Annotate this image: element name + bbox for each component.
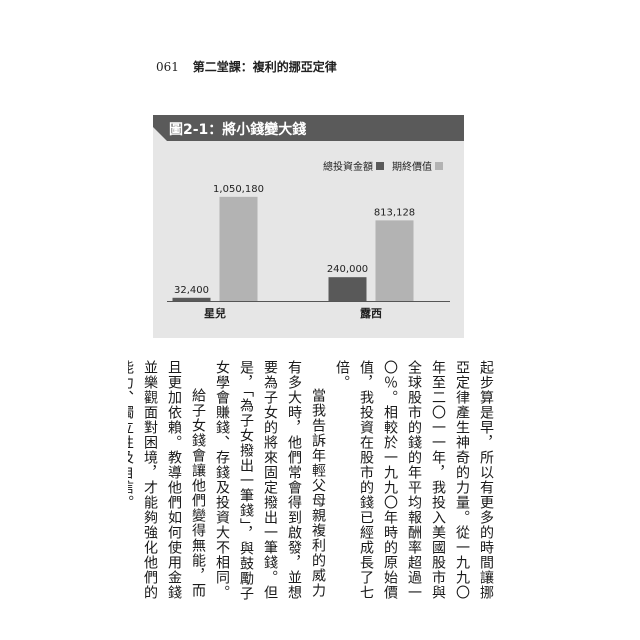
bar-total-1 — [328, 277, 367, 301]
category-label-0: 星兒 — [204, 306, 226, 320]
data-label-1-0: 240,000 — [327, 264, 368, 275]
running-head: 061 第二堂課：複利的挪亞定律 — [156, 58, 337, 75]
bar-chart: 32,400 1,050,180 星兒 240,000 813,128 露西 — [167, 184, 450, 320]
figure-header-bar — [153, 115, 464, 141]
legend-label-total: 總投資金額 — [323, 162, 373, 173]
bar-final-0 — [219, 196, 258, 301]
bar-total-0 — [172, 297, 211, 301]
paragraph-2: 當我告訴年輕父母親複利的威力有多大時，他們常會得到啟發，並想要為子女的將來固定撥… — [214, 360, 326, 601]
paragraph-3: 給子女錢會讓他們變得無能，而且更加依賴。教導他們如何使用金錢並樂觀面對困境，才能… — [128, 360, 206, 600]
figure-2-1: 圖2-1：將小錢變大錢 總投資金額 期終價值 32,400 1,050,180 星兒… — [153, 115, 464, 338]
page-number: 061 — [156, 60, 179, 74]
category-label-1: 露西 — [360, 307, 382, 320]
figure-title: 圖2-1：將小錢變大錢 — [169, 122, 307, 138]
running-title: 第二堂課：複利的挪亞定律 — [192, 60, 337, 74]
legend-item-final: 期終價值 — [392, 158, 443, 173]
body-text: 起步算是早，所以有更多的時間讓挪亞定律產生神奇的力量。從一九九〇年至二〇一一年，… — [128, 360, 498, 610]
data-label-0-0: 32,400 — [174, 285, 209, 296]
legend-swatch-total — [376, 161, 384, 170]
data-label-1-1: 813,128 — [374, 207, 415, 218]
legend-swatch-final — [435, 161, 443, 170]
legend-label-final: 期終價值 — [392, 162, 432, 173]
chart-legend: 總投資金額 期終價值 — [323, 158, 451, 173]
data-label-0-1: 1,050,180 — [213, 184, 264, 195]
bar-final-1 — [375, 220, 414, 301]
legend-item-total: 總投資金額 — [323, 158, 384, 173]
paragraph-1: 起步算是早，所以有更多的時間讓挪亞定律產生神奇的力量。從一九九〇年至二〇一一年，… — [334, 360, 494, 600]
